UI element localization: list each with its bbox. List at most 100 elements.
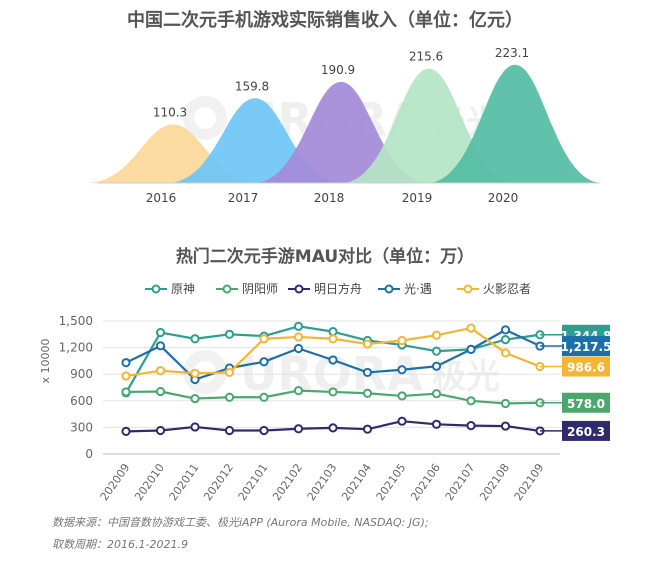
mau-x-axis: 202009 202010 202011 202012 202101 202102 2021… xyxy=(98,461,547,503)
mau-point xyxy=(190,368,200,378)
mau-x-tick: 202109 xyxy=(512,461,547,503)
legend-marker xyxy=(151,284,161,294)
mau-x-tick: 202009 xyxy=(98,461,133,503)
mau-point xyxy=(431,361,442,371)
mau-point xyxy=(293,424,304,434)
mau-point xyxy=(190,334,200,344)
legend-marker xyxy=(294,284,304,294)
mau-point xyxy=(259,357,269,367)
mau-x-tick: 202104 xyxy=(339,461,374,503)
revenue-value-label: 110.3 xyxy=(153,106,187,120)
end-label-box xyxy=(562,420,610,441)
mau-point xyxy=(190,393,200,404)
mau-x-tick: 202106 xyxy=(408,461,443,503)
mau-x-tick: 202101 xyxy=(236,461,271,503)
mau-point xyxy=(466,323,476,333)
mau-point xyxy=(224,329,235,339)
mau-point xyxy=(224,367,235,378)
legend-marker xyxy=(384,284,394,294)
source-note: 数据来源：中国音数协游戏工委、极光iAPP (Aurora Mobile, NA… xyxy=(52,516,429,529)
mau-point xyxy=(293,321,304,331)
mau-point xyxy=(155,327,166,338)
mau-point xyxy=(500,325,511,335)
mau-x-tick: 202108 xyxy=(477,461,512,503)
mau-point xyxy=(466,421,476,431)
mau-point xyxy=(500,421,511,431)
aurora-logo-icon xyxy=(183,96,227,140)
mau-point xyxy=(431,419,442,429)
revenue-area-2020 xyxy=(427,64,603,183)
end-label-box xyxy=(562,392,610,413)
mau-x-tick: 202105 xyxy=(374,461,409,503)
mau-point xyxy=(466,396,476,406)
mau-point xyxy=(155,425,166,436)
mau-point xyxy=(121,358,131,368)
mau-point xyxy=(224,392,235,402)
mau-y-tick: 900 xyxy=(70,367,93,381)
mau-point xyxy=(190,422,200,432)
mau-point xyxy=(155,366,166,376)
legend-label: 阴阳师 xyxy=(242,282,278,296)
mau-point xyxy=(293,332,304,342)
mau-point xyxy=(293,343,304,354)
revenue-year-label: 2017 xyxy=(228,191,259,205)
mau-legend: 原神 阴阳师 明日方舟 光·遇 火影忍者 xyxy=(145,281,531,296)
period-note: 取数周期：2016.1-2021.9 xyxy=(52,538,188,551)
revenue-value-label: 190.9 xyxy=(321,63,355,77)
mau-x-tick: 202103 xyxy=(305,461,340,503)
legend-label: 光·遇 xyxy=(404,282,432,296)
legend-label: 火影忍者 xyxy=(483,282,531,296)
mau-point xyxy=(466,344,476,354)
mau-series xyxy=(121,321,545,436)
mau-point xyxy=(328,387,338,397)
mau-point xyxy=(500,335,511,345)
mau-y-tick: 1,500 xyxy=(59,314,93,328)
end-label-text: 986.6 xyxy=(567,361,605,375)
end-label-box xyxy=(562,356,610,377)
mau-y-tick: 1,200 xyxy=(59,341,93,355)
mau-point xyxy=(121,371,131,381)
mau-point xyxy=(362,388,373,398)
mau-x-tick: 202102 xyxy=(270,461,305,503)
revenue-chart-title: 中国二次元手机游戏实际销售收入（单位：亿元） xyxy=(127,9,523,31)
mau-x-tick: 202010 xyxy=(132,461,167,503)
revenue-value-label: 159.8 xyxy=(235,79,269,93)
end-label-text: 578.0 xyxy=(567,397,605,411)
mau-point xyxy=(362,339,373,349)
mau-point xyxy=(121,387,131,397)
legend-marker xyxy=(222,284,232,294)
mau-point xyxy=(259,334,269,344)
revenue-year-label: 2018 xyxy=(314,191,345,205)
revenue-value-label: 215.6 xyxy=(409,50,443,64)
revenue-value-label: 223.1 xyxy=(495,46,529,60)
mau-point xyxy=(224,425,235,436)
end-label-box xyxy=(562,336,610,357)
mau-grid: 0 300 600 900 1,200 1,500 xyxy=(59,314,560,461)
end-label-text: 1,217.5 xyxy=(561,340,612,354)
mau-point xyxy=(397,391,407,401)
mau-point xyxy=(362,424,373,434)
mau-point xyxy=(328,334,338,344)
mau-y-tick: 0 xyxy=(85,447,93,461)
mau-point xyxy=(397,365,407,375)
mau-point xyxy=(431,330,442,340)
mau-x-tick: 202012 xyxy=(201,461,236,503)
mau-point xyxy=(328,423,338,433)
mau-point xyxy=(431,389,442,399)
legend-label: 明日方舟 xyxy=(314,281,362,296)
mau-point xyxy=(500,398,511,409)
mau-point xyxy=(155,341,166,351)
legend-marker xyxy=(463,284,473,294)
mau-point xyxy=(328,355,338,365)
mau-y-tick: 300 xyxy=(70,420,93,434)
mau-y-axis-label: x 10000 xyxy=(39,338,52,383)
mau-point xyxy=(293,386,304,396)
mau-x-tick: 202107 xyxy=(443,461,478,503)
legend-label: 原神 xyxy=(171,282,195,296)
mau-x-tick: 202011 xyxy=(167,461,202,503)
mau-y-tick: 600 xyxy=(70,394,93,408)
mau-point xyxy=(397,416,407,426)
